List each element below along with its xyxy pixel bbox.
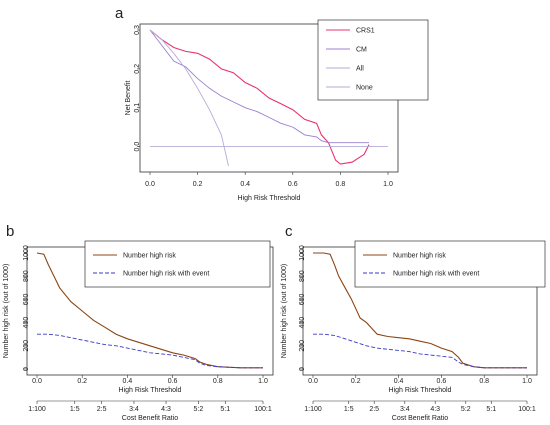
y-tick-label: 800 — [23, 270, 30, 282]
legend: Number high risk Number high risk with ev… — [354, 240, 546, 288]
x-tick-label: 0.4 — [240, 181, 250, 188]
cost-benefit-tick-label: 1:5 — [70, 406, 80, 413]
cost-benefit-tick-label: 1:100 — [28, 406, 46, 413]
cost-benefit-tick-label: 4:3 — [161, 406, 171, 413]
y-axis-label: Number high risk (out of 1000) — [3, 264, 10, 359]
x-tick-label: 0.6 — [437, 378, 447, 385]
series-line-number-high-risk-with-event — [37, 333, 263, 369]
y-tick-label: 1000 — [23, 245, 30, 261]
x-tick-label: 0.2 — [193, 181, 203, 188]
series-line-number-high-risk — [313, 252, 527, 369]
x-tick-label: 0.4 — [394, 378, 404, 385]
x-axis-label: High Risk Threshold — [119, 387, 182, 394]
x-tick-label: 1.0 — [522, 378, 532, 385]
cost-benefit-tick-label: 4:3 — [430, 406, 440, 413]
y-tick-label: 400 — [299, 317, 306, 329]
series-line-cm — [149, 29, 369, 144]
x-axis-label: High Risk Threshold — [389, 387, 452, 394]
x-tick-label: 0.8 — [213, 378, 223, 385]
y-tick-label: 0.2 — [134, 64, 141, 74]
x-tick-label: 1.0 — [383, 181, 393, 188]
cost-benefit-axis-label: Cost Benefit Ratio — [392, 415, 449, 422]
panel-b: b 0.0 0.2 0.4 0.6 0.8 1.0 High Risk Threshold 0 2… — [3, 223, 274, 422]
cost-benefit-tick-label: 3:4 — [129, 406, 139, 413]
y-tick-label: 800 — [299, 270, 306, 282]
x-tick-label: 0.6 — [168, 378, 178, 385]
cost-benefit-tick-label: 3:4 — [400, 406, 410, 413]
panel-letter: c — [285, 223, 293, 240]
y-tick-label: 400 — [23, 317, 30, 329]
cost-benefit-tick-label: 5:2 — [461, 406, 471, 413]
cost-benefit-tick-label: 1:5 — [344, 406, 354, 413]
legend: Number high risk Number high risk with ev… — [84, 240, 271, 288]
series-line-number-high-risk-with-event — [313, 333, 527, 369]
panel-letter: a — [115, 5, 124, 22]
cost-benefit-tick-label: 5:1 — [220, 406, 230, 413]
legend-label: None — [356, 85, 373, 92]
x-tick-label: 0.0 — [308, 378, 318, 385]
legend-label: Number high risk with event — [393, 271, 479, 278]
y-tick-label: 0 — [299, 367, 306, 371]
panel-letter: b — [6, 223, 14, 240]
x-tick-label: 1.0 — [258, 378, 268, 385]
legend-label: Number high risk — [393, 253, 446, 260]
y-tick-label: 1000 — [299, 245, 306, 261]
y-tick-label: 0.0 — [134, 142, 141, 152]
y-tick-label: 600 — [299, 293, 306, 305]
legend-label: Number high risk with event — [123, 271, 209, 278]
cost-benefit-tick-label: 100:1 — [254, 406, 272, 413]
cost-benefit-tick-label: 100:1 — [518, 406, 536, 413]
legend-label: CM — [356, 47, 367, 54]
legend: CRS1 CM All None — [317, 19, 429, 101]
y-tick-label: 0 — [23, 367, 30, 371]
x-tick-label: 0.8 — [479, 378, 489, 385]
x-tick-label: 0.8 — [336, 181, 346, 188]
x-tick-label: 0.2 — [351, 378, 361, 385]
x-tick-label: 0.0 — [32, 378, 42, 385]
legend-label: All — [356, 66, 364, 73]
y-tick-label: 200 — [299, 340, 306, 352]
series-line-all — [149, 29, 229, 167]
cost-benefit-tick-label: 5:2 — [193, 406, 203, 413]
y-tick-label: 200 — [23, 340, 30, 352]
x-tick-label: 0.6 — [288, 181, 298, 188]
x-tick-label: 0.4 — [123, 378, 133, 385]
legend-box — [354, 240, 546, 288]
legend-label: Number high risk — [123, 253, 176, 260]
series-line-number-high-risk — [36, 252, 263, 369]
series-line-crs1 — [149, 29, 370, 165]
panel-c: c 0.0 0.2 0.4 0.6 0.8 1.0 High Risk Threshold 0 2… — [281, 223, 546, 422]
y-axis-label: Net Benefit — [125, 81, 132, 116]
y-axis-label: Number high risk (out of 1000) — [281, 264, 288, 359]
legend-label: CRS1 — [356, 28, 375, 35]
panel-a: a 0.0 0.2 0.4 0.6 0.8 1.0 High Risk Threshold 0.… — [115, 5, 429, 202]
x-axis-label: High Risk Threshold — [238, 195, 301, 202]
cost-benefit-axis-label: Cost Benefit Ratio — [122, 415, 179, 422]
y-tick-label: 0.1 — [134, 103, 141, 113]
legend-box — [84, 240, 271, 288]
y-tick-label: 600 — [23, 293, 30, 305]
cost-benefit-tick-label: 2:5 — [97, 406, 107, 413]
cost-benefit-tick-label: 2:5 — [369, 406, 379, 413]
y-tick-label: 0.3 — [134, 25, 141, 35]
cost-benefit-tick-label: 1:100 — [304, 406, 322, 413]
cost-benefit-tick-label: 5:1 — [486, 406, 496, 413]
x-tick-label: 0.2 — [77, 378, 87, 385]
x-tick-label: 0.0 — [145, 181, 155, 188]
